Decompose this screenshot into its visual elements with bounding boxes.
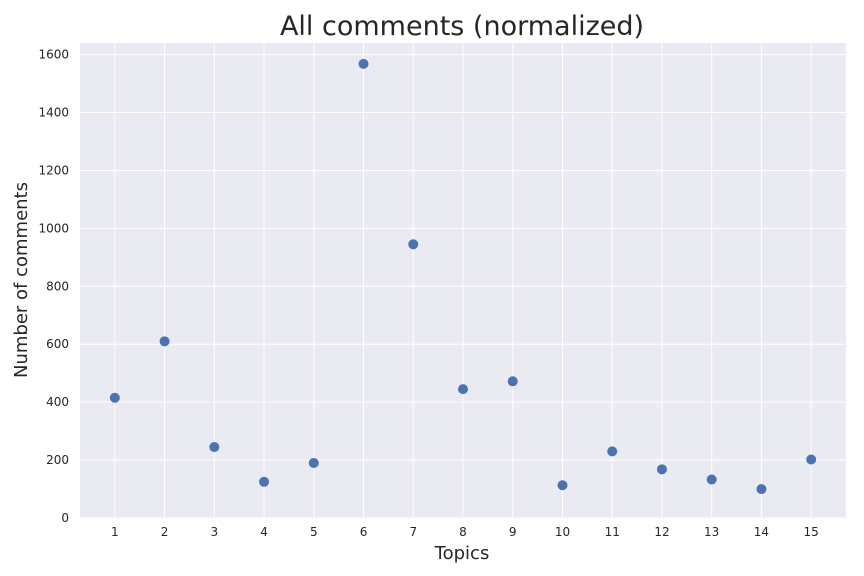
data-point — [308, 457, 319, 468]
x-tick-label: 11 — [605, 525, 620, 539]
x-tick-label: 2 — [161, 525, 169, 539]
x-tick-label: 5 — [310, 525, 318, 539]
data-point — [358, 58, 369, 69]
y-tick-label: 800 — [46, 279, 69, 293]
data-point — [507, 376, 518, 387]
x-tick-label: 9 — [509, 525, 517, 539]
x-tick-label: 8 — [459, 525, 467, 539]
data-point — [706, 474, 717, 485]
data-point — [557, 480, 568, 491]
y-axis-label: Number of comments — [11, 182, 32, 378]
x-tick-label: 3 — [210, 525, 218, 539]
x-tick-label: 14 — [754, 525, 769, 539]
y-tick-label: 0 — [61, 511, 69, 525]
y-tick-label: 1000 — [38, 221, 69, 235]
data-point — [259, 476, 270, 487]
data-point — [607, 446, 618, 457]
x-tick-label: 1 — [111, 525, 119, 539]
x-tick-label: 10 — [555, 525, 570, 539]
y-tick-label: 1400 — [38, 106, 69, 120]
x-axis-label: Topics — [434, 543, 490, 564]
y-tick-label: 1200 — [38, 163, 69, 177]
data-point — [408, 239, 419, 250]
x-tick-label: 7 — [409, 525, 417, 539]
y-tick-label: 400 — [46, 395, 69, 409]
y-tick-label: 1600 — [38, 48, 69, 62]
x-tick-label: 13 — [704, 525, 719, 539]
x-tick-label: 4 — [260, 525, 268, 539]
data-point — [109, 392, 120, 403]
y-tick-label: 200 — [46, 453, 69, 467]
grid-lines — [80, 43, 846, 519]
x-tick-label: 12 — [654, 525, 669, 539]
data-point — [756, 484, 767, 495]
data-points — [109, 58, 817, 495]
data-point — [656, 464, 667, 475]
data-point — [806, 454, 817, 465]
x-tick-label: 15 — [804, 525, 819, 539]
y-tick-labels: 0 200 400 600 800 1000 1200 1400 1600 — [38, 48, 69, 525]
data-point — [159, 336, 170, 347]
chart-title: All comments (normalized) — [280, 11, 644, 42]
x-tick-labels: 1 2 3 4 5 6 7 8 9 10 11 12 13 14 15 — [111, 525, 819, 539]
data-point — [209, 442, 220, 453]
data-point — [458, 384, 468, 395]
y-tick-label: 600 — [46, 337, 69, 351]
x-tick-label: 6 — [360, 525, 368, 539]
